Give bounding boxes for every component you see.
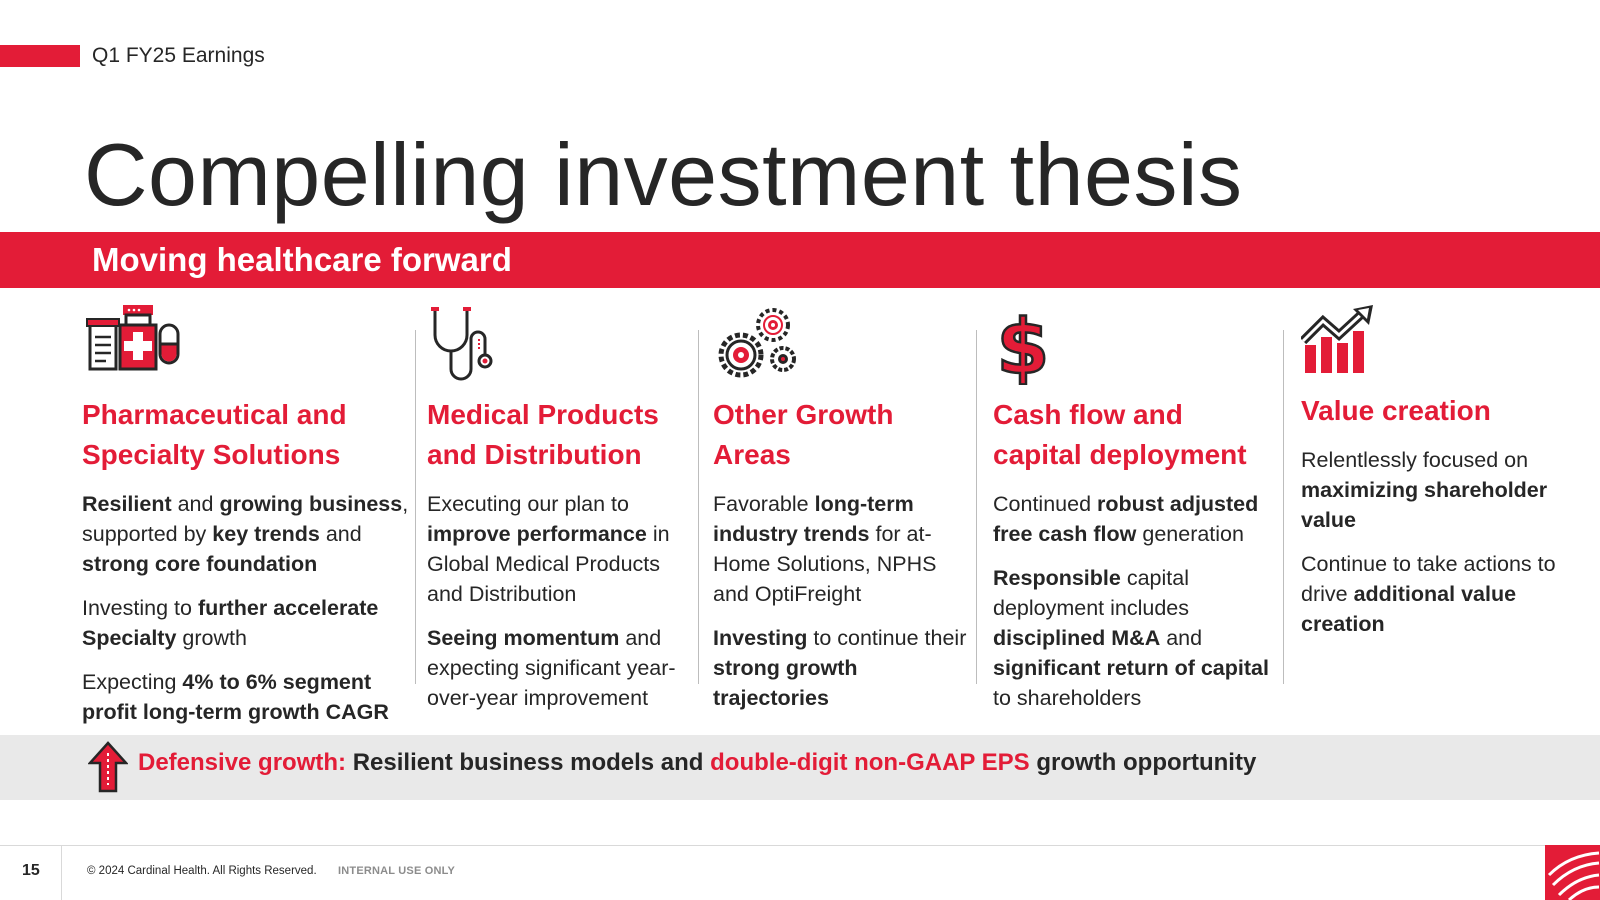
body-text: , supported by [82,492,409,546]
column-growth: Other Growth Areas Favorable long-term i… [713,305,973,713]
body-text: Relentlessly focused on [1301,448,1529,472]
column-value: Value creation Relentlessly focused on m… [1301,305,1571,639]
defensive-growth-band: Defensive growth: Resilient business mod… [0,735,1600,800]
body-text: and [319,522,362,546]
defensive-growth-text-2: growth opportunity [1029,749,1257,776]
body-paragraph: Favorable long-term industry trends for … [713,489,973,609]
emphasis-text: 4% to 6% segment profit long-term growth… [82,670,389,724]
column-title: Cash flow and capital deployment [993,399,1247,470]
body-text: growth [176,626,247,650]
column-title: Medical Products and Distribution [427,399,659,470]
body-paragraph: Executing our plan to improve performanc… [427,489,697,609]
page-title: Compelling investment thesis [84,125,1243,224]
body-text: in Global Medical Products and Distribut… [427,522,670,606]
footer-separator [61,846,62,900]
column-body: Favorable long-term industry trends for … [713,489,973,713]
body-text: and expecting significant year-over-year… [427,626,676,710]
defensive-growth-text: Defensive growth: Resilient business mod… [138,749,1256,777]
column-divider [976,330,977,684]
column-divider [1283,330,1284,684]
growth-chart-icon [1301,305,1571,385]
dollar-sign-icon: $ [993,305,1275,385]
body-text: Investing to [82,596,198,620]
body-text: for at-Home Solutions, NPHS and OptiFrei… [713,522,937,606]
emphasis-text: long-term industry trends [713,492,914,546]
body-text: Favorable [713,492,815,516]
emphasis-text: growing business [219,492,403,516]
up-arrow-icon [87,741,129,798]
column-pharma: Pharmaceutical and Specialty Solutions R… [82,305,412,727]
emphasis-text: maximizing shareholder value [1301,478,1548,532]
column-title: Pharmaceutical and Specialty Solutions [82,399,347,470]
column-divider [698,330,699,684]
body-text: Continue to take actions to drive [1301,552,1556,606]
accent-bar [0,45,80,67]
pharmacy-icon [82,305,412,385]
gears-icon [713,305,973,385]
body-paragraph: Expecting 4% to 6% segment profit long-t… [82,667,412,727]
body-paragraph: Resilient and growing business, supporte… [82,489,412,579]
column-body: Resilient and growing business, supporte… [82,489,412,727]
body-text: and [1160,626,1203,650]
emphasis-text: Investing [713,626,808,650]
body-text: Executing our plan to [427,492,629,516]
footer-rule [0,845,1600,846]
emphasis-text: significant return of capital [993,656,1269,680]
column-cash-flow: $ Cash flow and capital deployment Conti… [993,305,1275,713]
body-paragraph: Relentlessly focused on maximizing share… [1301,445,1571,535]
body-paragraph: Investing to further accelerate Specialt… [82,593,412,653]
body-text: to continue their [807,626,967,650]
column-title: Value creation [1301,395,1491,426]
classification-label: INTERNAL USE ONLY [338,865,456,877]
banner: Moving healthcare forward [0,232,1600,288]
emphasis-text: improve performance [427,522,647,546]
eyebrow-label: Q1 FY25 Earnings [92,44,265,67]
stethoscope-icon [427,305,697,385]
body-text: Expecting [82,670,183,694]
body-text: Continued [993,492,1097,516]
body-text: and [171,492,220,516]
column-body: Executing our plan to improve performanc… [427,489,697,713]
page-number: 15 [22,862,40,879]
body-paragraph: Continued robust adjusted free cash flow… [993,489,1275,549]
body-paragraph: Seeing momentum and expecting significan… [427,623,697,713]
body-text: to shareholders [993,686,1142,710]
body-paragraph: Investing to continue their strong growt… [713,623,973,713]
emphasis-text: Responsible [993,566,1121,590]
column-divider [415,330,416,684]
cardinal-health-logo [1545,845,1600,900]
emphasis-text: further accelerate Specialty [82,596,379,650]
body-paragraph: Responsible capital deployment includes … [993,563,1275,713]
emphasis-text: key trends [212,522,320,546]
copyright-text: © 2024 Cardinal Health. All Rights Reser… [87,865,317,877]
defensive-growth-label: Defensive growth: [138,749,347,776]
emphasis-text: disciplined M&A [993,626,1161,650]
emphasis-text: Resilient [82,492,172,516]
column-medical: Medical Products and Distribution Execut… [427,305,697,713]
column-body: Continued robust adjusted free cash flow… [993,489,1275,713]
body-text: generation [1136,522,1244,546]
emphasis-text: strong core foundation [82,552,318,576]
emphasis-text: strong growth trajectories [713,656,858,710]
defensive-growth-highlight: double-digit non-GAAP EPS [710,749,1030,776]
emphasis-text: robust adjusted free cash flow [993,492,1259,546]
column-body: Relentlessly focused on maximizing share… [1301,445,1571,639]
banner-text: Moving healthcare forward [92,241,512,278]
column-title: Other Growth Areas [713,399,894,470]
emphasis-text: additional value creation [1301,582,1517,636]
emphasis-text: Seeing momentum [427,626,620,650]
svg-text:$: $ [997,305,1050,385]
body-paragraph: Continue to take actions to drive additi… [1301,549,1571,639]
body-text: capital deployment includes [993,566,1190,620]
defensive-growth-text-1: Resilient business models and [346,749,711,776]
